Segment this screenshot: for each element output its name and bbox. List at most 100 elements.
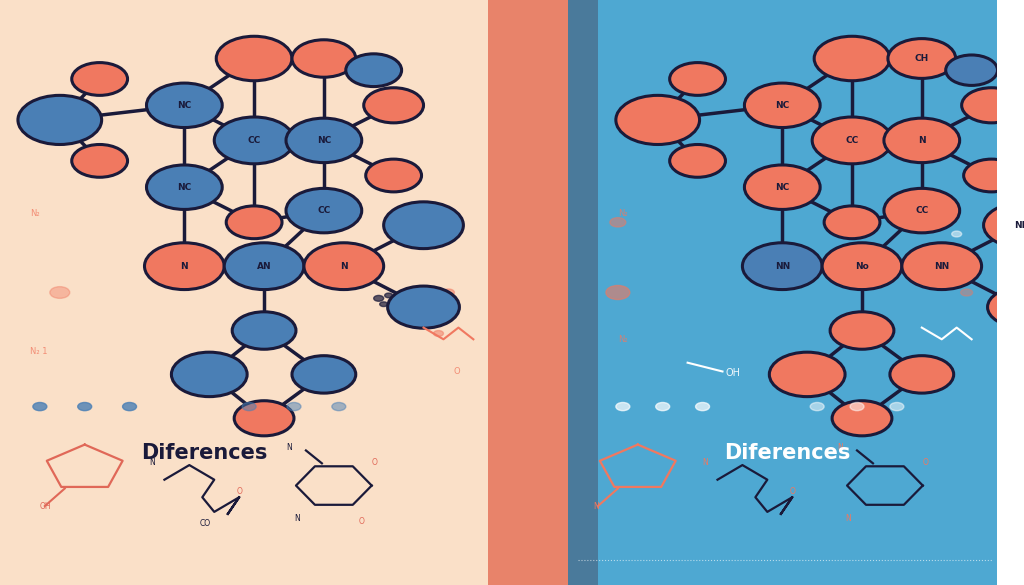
Circle shape [433,331,443,336]
FancyBboxPatch shape [488,0,578,585]
Circle shape [388,286,460,328]
Circle shape [380,302,388,307]
Circle shape [961,289,973,296]
Text: NC: NC [775,183,790,192]
Text: N: N [286,443,292,452]
Text: OH: OH [40,502,51,511]
Text: CH: CH [914,54,929,63]
FancyBboxPatch shape [0,0,503,585]
Circle shape [615,402,630,411]
Text: N₂: N₂ [617,209,628,218]
Text: O: O [454,367,460,376]
Text: NN: NN [774,261,790,271]
Text: O: O [790,487,795,496]
Circle shape [962,88,1022,123]
Circle shape [242,402,256,411]
Circle shape [810,402,824,411]
Text: N₂: N₂ [617,335,628,344]
Circle shape [123,402,136,411]
Circle shape [888,39,955,78]
Circle shape [216,36,292,81]
Text: N₂: N₂ [30,209,40,218]
Circle shape [984,203,1024,247]
Text: NC: NC [775,101,790,110]
Text: N: N [180,261,188,271]
Circle shape [304,243,384,290]
Circle shape [72,63,128,95]
Circle shape [742,243,822,290]
Circle shape [171,352,247,397]
Circle shape [606,285,630,300]
Text: Diferences: Diferences [141,443,267,463]
Circle shape [385,293,392,298]
Text: CC: CC [915,206,929,215]
Circle shape [146,83,222,128]
Circle shape [144,243,224,290]
Text: N: N [702,458,709,467]
Circle shape [902,243,982,290]
Circle shape [234,401,294,436]
Circle shape [822,243,902,290]
Text: O: O [923,458,929,467]
Circle shape [830,312,894,349]
Circle shape [78,402,92,411]
Circle shape [33,402,47,411]
Text: NN: NN [934,261,949,271]
Circle shape [366,159,422,192]
Circle shape [890,402,904,411]
Text: No: No [855,261,869,271]
Text: N: N [918,136,926,145]
Circle shape [850,402,864,411]
Circle shape [232,312,296,349]
FancyBboxPatch shape [573,0,996,585]
Text: CC: CC [846,136,859,145]
Circle shape [214,117,294,164]
Text: Diferences: Diferences [724,443,851,463]
Circle shape [384,202,464,249]
Circle shape [744,83,820,128]
Circle shape [50,287,70,298]
Circle shape [292,356,355,393]
Circle shape [670,63,725,95]
Text: CO: CO [200,519,211,528]
Text: N: N [593,502,599,511]
Text: NC: NC [177,101,191,110]
Circle shape [833,401,892,436]
Circle shape [286,188,361,233]
Circle shape [286,118,361,163]
Circle shape [655,402,670,411]
FancyBboxPatch shape [568,0,598,585]
Text: O: O [372,458,378,467]
Circle shape [769,352,845,397]
Circle shape [812,117,892,164]
Circle shape [346,54,401,87]
Circle shape [744,165,820,209]
Circle shape [824,206,880,239]
Circle shape [884,118,959,163]
Circle shape [695,402,710,411]
Text: O: O [358,517,365,525]
Circle shape [374,295,384,301]
Circle shape [18,95,101,144]
Text: O: O [237,487,242,496]
Circle shape [983,185,990,190]
Circle shape [890,356,953,393]
Circle shape [884,188,959,233]
Circle shape [226,206,282,239]
Circle shape [292,40,355,77]
Circle shape [610,218,626,227]
Text: N: N [340,261,347,271]
Circle shape [224,243,304,290]
Circle shape [411,218,427,227]
Circle shape [146,165,222,209]
Text: OH: OH [725,367,740,377]
Text: CC: CC [248,136,261,145]
Text: AN: AN [257,261,271,271]
Circle shape [987,287,1024,327]
Text: N: N [150,458,156,467]
Circle shape [951,231,962,237]
Text: NC: NC [316,136,331,145]
Text: CC: CC [317,206,331,215]
Circle shape [814,36,890,81]
Text: N: N [845,514,851,522]
